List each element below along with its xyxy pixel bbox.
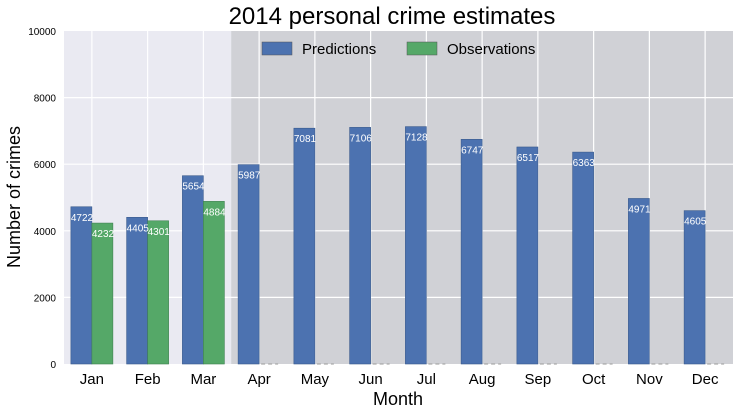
x-tick-label: Jul	[417, 371, 436, 388]
bar-prediction	[182, 175, 204, 365]
data-label-prediction: 6363	[573, 158, 596, 169]
data-label-prediction: 5654	[182, 182, 205, 193]
x-tick-label: Dec	[692, 371, 719, 388]
bar-observation	[91, 222, 114, 365]
legend-swatch	[261, 41, 293, 56]
y-tick-label: 4000	[34, 227, 57, 238]
data-label-prediction: 4971	[628, 204, 651, 215]
x-tick-label: Sep	[525, 371, 552, 388]
x-tick-label: Jun	[359, 371, 383, 388]
legend: Predictions Observations	[261, 41, 535, 58]
bar-prediction	[628, 198, 650, 365]
bar-prediction	[460, 139, 483, 365]
x-tick-label: Nov	[636, 371, 663, 388]
y-tick-label: 8000	[34, 94, 57, 105]
bar-prediction	[70, 206, 93, 365]
data-label-observation: 4884	[203, 207, 226, 218]
y-tick-label: 10000	[28, 27, 56, 38]
y-axis-label: Number of crimes	[4, 126, 24, 268]
legend-label: Predictions	[302, 41, 376, 58]
bar-prediction	[683, 210, 706, 365]
x-tick-label: Mar	[190, 371, 216, 388]
y-tick-label: 0	[50, 360, 56, 371]
bars	[70, 126, 725, 365]
x-tick-labels: Jan Feb Mar Apr May Jun Jul Aug Sep Oct Nov Dec	[80, 371, 719, 388]
x-tick-label: Jan	[80, 371, 104, 388]
chart-title: 2014 personal crime estimates	[229, 3, 556, 30]
data-label-observation: 4301	[148, 227, 171, 238]
bar-prediction	[349, 127, 371, 365]
bar-prediction	[237, 164, 260, 365]
bar-observation	[203, 201, 225, 365]
bar-prediction	[293, 127, 316, 365]
data-label-prediction: 4405	[127, 223, 150, 234]
data-label-prediction: 7128	[405, 133, 428, 144]
bar-observation	[147, 220, 169, 365]
y-tick-label: 6000	[34, 160, 57, 171]
data-label-prediction: 7081	[294, 134, 317, 145]
x-tick-label: Oct	[582, 371, 606, 388]
data-label-observation: 4232	[92, 229, 115, 240]
bar-prediction	[572, 151, 594, 365]
bar-prediction	[516, 146, 539, 365]
x-tick-label: Feb	[135, 371, 161, 388]
data-label-prediction: 5987	[238, 171, 261, 182]
x-tick-label: May	[301, 371, 330, 388]
data-label-prediction: 4605	[684, 217, 707, 228]
legend-label: Observations	[447, 41, 535, 58]
data-label-prediction: 6747	[461, 145, 484, 156]
x-tick-label: Apr	[247, 371, 270, 388]
data-label-prediction: 7106	[350, 133, 373, 144]
x-axis-label: Month	[373, 389, 423, 409]
y-tick-labels: 0 2000 4000 6000 8000 10000	[28, 27, 56, 371]
bar-prediction	[405, 126, 427, 365]
x-tick-label: Aug	[469, 371, 496, 388]
data-label-prediction: 6517	[517, 153, 540, 164]
data-label-prediction: 4722	[71, 213, 94, 224]
legend-swatch	[406, 41, 438, 56]
bar-prediction	[126, 217, 148, 365]
y-tick-label: 2000	[34, 293, 57, 304]
